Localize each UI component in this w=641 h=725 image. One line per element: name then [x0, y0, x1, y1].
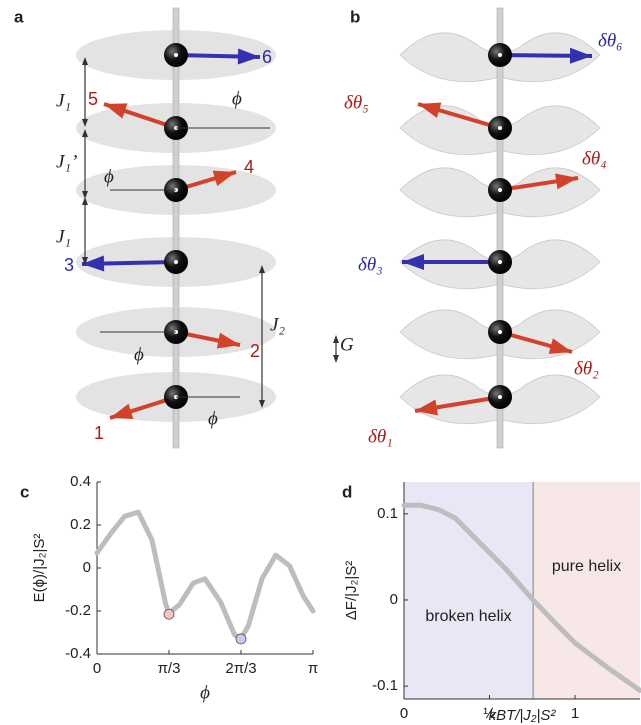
region-label: pure helix [552, 558, 621, 575]
x-tick-label: 1 [571, 705, 579, 722]
coupling-label: J₂ [270, 314, 285, 335]
atom-core [498, 53, 502, 57]
panel-label: a [14, 7, 24, 26]
spin-label: 5 [88, 89, 98, 109]
spin-label: 4 [244, 157, 254, 177]
y-tick-label: -0.1 [372, 677, 398, 694]
arrow-head [82, 191, 88, 199]
spin-label: δθ₃ [358, 254, 383, 275]
coupling-label: J₁ [56, 90, 71, 111]
spin-head [402, 254, 424, 270]
atom-core [498, 188, 502, 192]
x-tick-label: 0 [400, 705, 408, 722]
spin-label: 3 [64, 255, 74, 275]
data-line [94, 509, 316, 642]
gap-label: G [340, 334, 354, 355]
arrow-head [82, 197, 88, 205]
y-tick-label: 0 [83, 559, 91, 576]
atom-core [498, 260, 502, 264]
x-tick-label: ½ [483, 705, 496, 722]
arrow-head [82, 257, 88, 265]
rod [496, 7, 504, 449]
spin-label: 1 [94, 423, 104, 443]
arrow-head [259, 400, 265, 408]
atom-core [174, 260, 178, 264]
spin-head [548, 338, 572, 354]
angle-label: ϕ [104, 166, 114, 187]
y-tick-label: -0.2 [65, 602, 91, 619]
spin-label: δθ₁ [368, 426, 393, 447]
diagrams [76, 7, 601, 449]
arrow-head [82, 57, 88, 65]
arrow-head [333, 355, 339, 363]
y-tick-label: 0.4 [70, 473, 91, 490]
angle-label: ϕ [208, 408, 218, 429]
data-line [401, 502, 641, 693]
x-tick-label: π [308, 660, 318, 677]
spin-label: δθ₄ [582, 148, 607, 169]
atom-core [498, 126, 502, 130]
y-tick-label: -0.4 [65, 645, 91, 662]
atom-core [174, 53, 178, 57]
spin-label: 2 [250, 341, 260, 361]
arrow-head [82, 129, 88, 137]
spin-head [555, 173, 578, 190]
spin-label: 6 [262, 47, 272, 67]
coupling-label: J₁ [56, 226, 71, 247]
y-axis-label: E(ϕ)/|J₂|S² [31, 534, 48, 603]
x-axis-label: ϕ [200, 682, 210, 703]
panel-label: b [350, 7, 360, 26]
y-tick-label: 0 [390, 591, 398, 608]
x-tick-label: 0 [93, 660, 101, 677]
atom-core [498, 395, 502, 399]
spin-head [569, 47, 592, 64]
angle-label: ϕ [134, 344, 144, 365]
spin-head [110, 403, 134, 419]
spin-label: δθ₆ [598, 30, 623, 51]
marker [163, 608, 175, 620]
arrow-head [82, 119, 88, 127]
coupling-label: J₁’ [56, 151, 77, 172]
spin-head [82, 255, 105, 272]
region-label: broken helix [425, 608, 511, 625]
spin-head [212, 170, 236, 186]
y-tick-label: 0.2 [70, 516, 91, 533]
y-tick-label: 0.1 [377, 505, 398, 522]
spin-label: δθ₂ [574, 358, 599, 379]
y-axis-label: ΔF/|J₂|S² [343, 561, 360, 620]
x-axis-label: kBT/|J₂|S² [489, 707, 557, 724]
atom-core [498, 330, 502, 334]
spin-head [415, 399, 439, 416]
panel-label: d [342, 482, 352, 501]
x-tick-label: 2π/3 [225, 660, 256, 677]
spin-label: δθ₅ [344, 92, 369, 113]
spin-head [216, 332, 240, 349]
arrow-head [333, 335, 339, 343]
x-tick-label: π/3 [158, 660, 181, 677]
angle-label: ϕ [232, 88, 242, 109]
region [533, 482, 640, 699]
region [404, 482, 534, 699]
spin-head [237, 48, 260, 65]
spin-head [104, 103, 128, 119]
spin-head [418, 102, 442, 118]
rod [172, 7, 180, 449]
marker [235, 633, 247, 645]
arrow-head [259, 265, 265, 273]
panel-label: c [20, 482, 29, 501]
